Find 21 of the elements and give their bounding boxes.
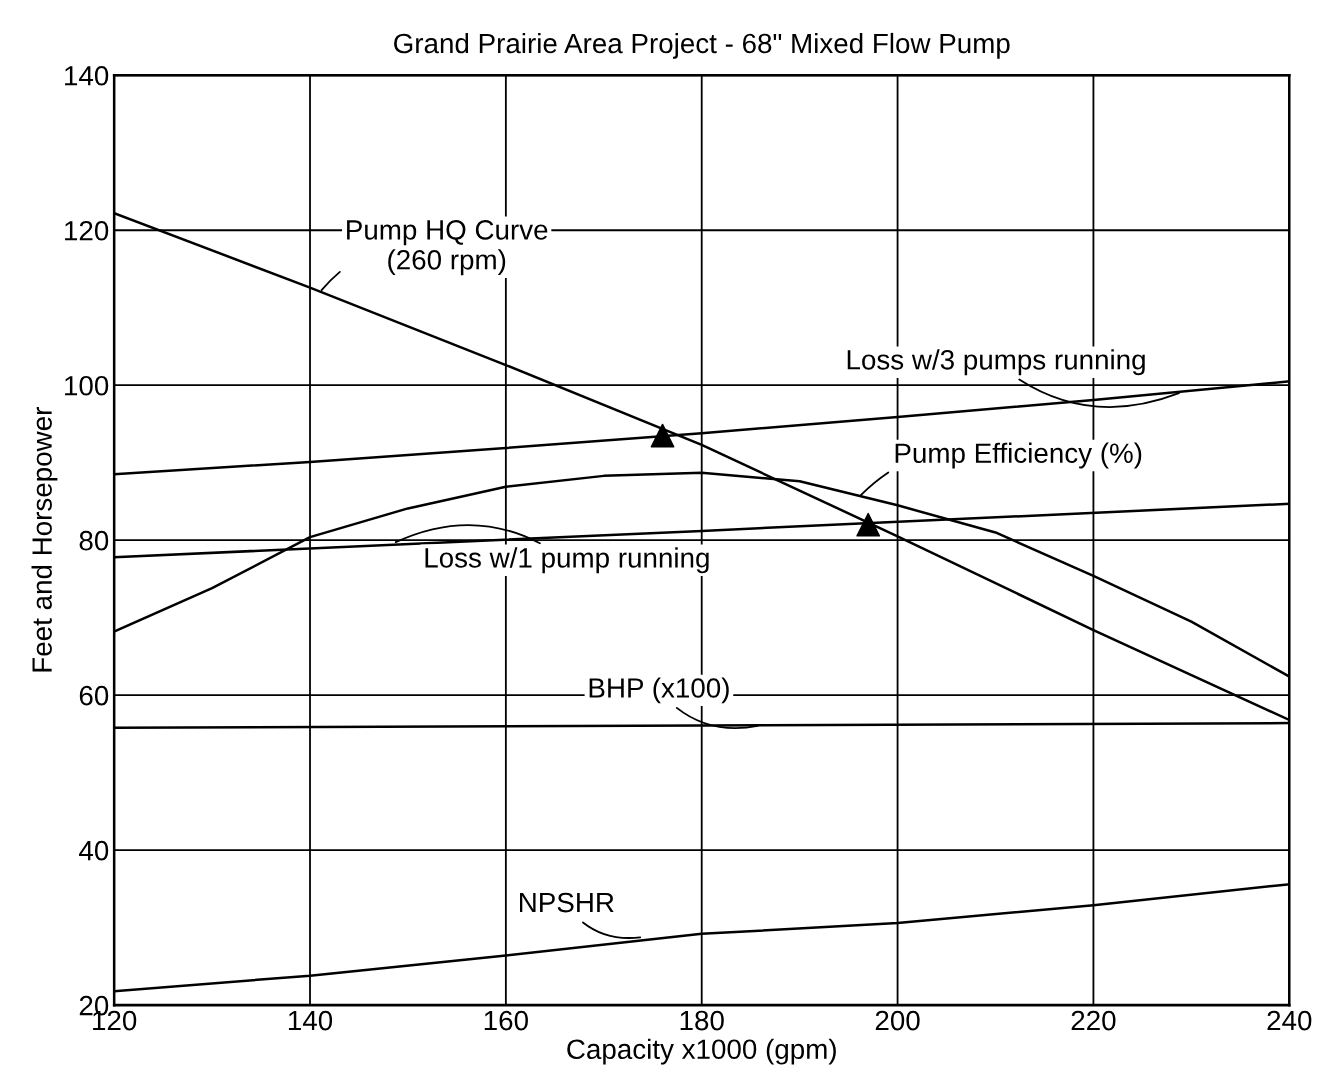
y-tick-label: 80 xyxy=(79,530,109,551)
annotation: Pump Efficiency (%) xyxy=(895,442,1142,469)
y-axis-title: Feet and Horsepower xyxy=(31,407,58,672)
y-tick-label: 140 xyxy=(65,65,109,86)
x-tick-label: 200 xyxy=(875,1010,920,1031)
x-tick-label: 240 xyxy=(1267,1010,1312,1031)
annotation: Loss w/3 pumps running xyxy=(847,349,1145,376)
y-tick-label: 40 xyxy=(79,840,109,861)
x-tick-label: 180 xyxy=(680,1010,724,1031)
x-tick-label: 140 xyxy=(288,1010,333,1031)
chart-title: Grand Prairie Area Project - 68" Mixed Flow Pump xyxy=(394,32,1010,59)
annotation: Pump HQ Curve (260 rpm) xyxy=(347,220,548,276)
x-tick-label: 220 xyxy=(1071,1010,1116,1031)
annotation: BHP (x100) xyxy=(589,677,729,704)
x-axis-title: Capacity x1000 (gpm) xyxy=(567,1038,836,1065)
y-tick-label: 100 xyxy=(65,375,109,396)
annotation: Loss w/1 pump running xyxy=(425,547,709,574)
x-tick-label: 160 xyxy=(484,1010,528,1031)
y-tick-label: 60 xyxy=(79,685,109,706)
annotation: NPSHR xyxy=(520,892,614,913)
y-tick-label: 120 xyxy=(65,220,109,241)
